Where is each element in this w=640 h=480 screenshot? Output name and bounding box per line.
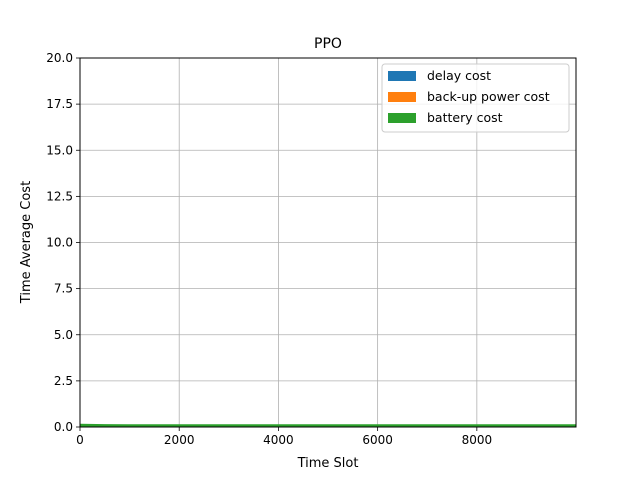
chart-title: PPO — [314, 36, 342, 52]
area-battery-cost — [79, 423, 577, 427]
y-tick-label: 15.0 — [46, 143, 73, 157]
x-tick-label: 6000 — [362, 433, 393, 447]
y-tick-label: 20.0 — [46, 51, 73, 65]
y-axis-ticks: 0.0 2.5 5.0 7.5 10.0 12.5 15.0 17.5 20.0 — [46, 51, 80, 434]
y-tick-label: 10.0 — [46, 236, 73, 250]
x-axis-label: Time Slot — [297, 456, 359, 471]
y-tick-label: 12.5 — [46, 189, 73, 203]
y-tick-label: 17.5 — [46, 97, 73, 111]
legend-label: delay cost — [427, 68, 491, 83]
x-tick-label: 2000 — [164, 433, 195, 447]
x-tick-label: 4000 — [263, 433, 294, 447]
legend-swatch — [388, 113, 416, 123]
y-tick-label: 7.5 — [54, 282, 73, 296]
y-tick-label: 5.0 — [54, 328, 73, 342]
y-tick-label: 0.0 — [54, 420, 73, 434]
y-tick-label: 2.5 — [54, 374, 73, 388]
legend-swatch — [388, 92, 416, 102]
legend-label: back-up power cost — [427, 89, 550, 104]
legend-swatch — [388, 71, 416, 81]
x-tick-label: 8000 — [462, 433, 493, 447]
x-axis-ticks: 0 2000 4000 6000 8000 — [76, 427, 492, 447]
legend-label: battery cost — [427, 110, 503, 125]
x-tick-label: 0 — [76, 433, 84, 447]
legend: delay cost back-up power cost battery cost — [381, 63, 570, 133]
y-axis-label: Time Average Cost — [19, 181, 34, 304]
legend-box — [381, 63, 570, 133]
